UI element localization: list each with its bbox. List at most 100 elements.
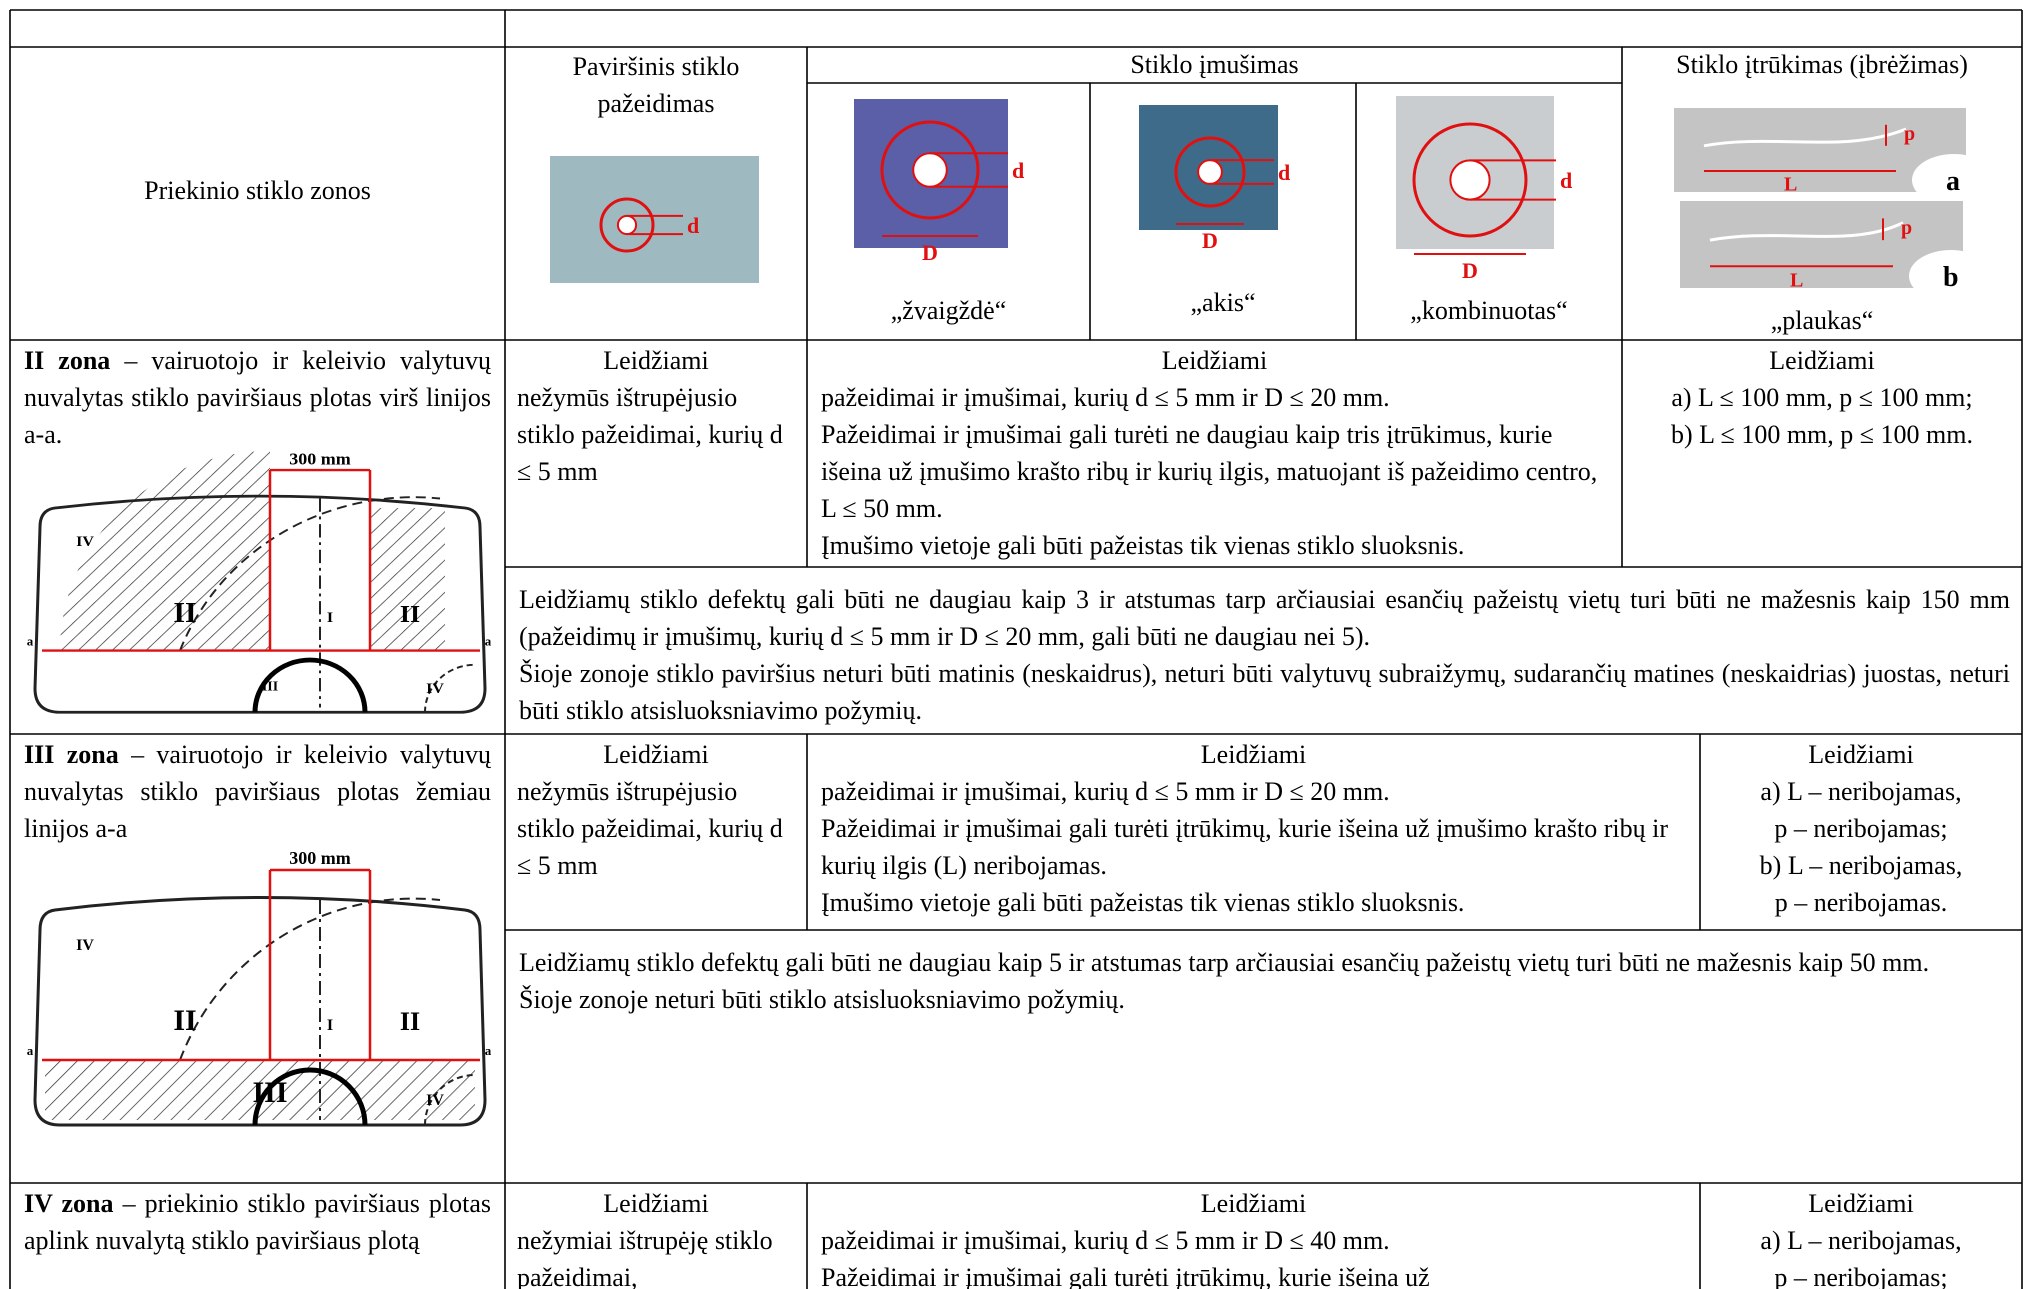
damage-outline <box>599 197 655 253</box>
crack-type: „plaukas“ <box>1770 306 1874 335</box>
surface-text: nežymūs ištrupėjusio stiklo pažeidimai, … <box>517 383 783 486</box>
crack-heading: Leidžiami <box>1808 1189 1914 1218</box>
windshield <box>33 896 487 1127</box>
hatched-zone <box>370 508 445 651</box>
wiper-arc <box>252 657 368 713</box>
dim-label: d <box>687 213 699 238</box>
zone-label: I <box>327 1017 333 1034</box>
zone-name: III zona <box>24 740 119 769</box>
text-line: p – neribojamas; <box>1774 814 1948 843</box>
zone-label: III <box>252 1076 287 1109</box>
zone-label: a <box>485 635 492 649</box>
impact-heading: Leidžiami <box>1161 346 1268 375</box>
impact-heading: Leidžiami <box>1200 740 1307 769</box>
dim-label: p <box>1901 217 1912 239</box>
label-bg <box>1912 154 1996 206</box>
dim-label: D <box>922 240 938 265</box>
zone-label: II <box>173 1004 196 1037</box>
note-text: Leidžiamų stiklo defektų gali būti ne da… <box>519 581 2010 729</box>
text-line: a) L – neribojamas, <box>1760 777 1962 806</box>
zone-label: II <box>400 601 420 628</box>
crack-text: a) L – neribojamas, p – neribojamas; <box>1706 1222 2016 1289</box>
dim-label: d <box>1278 160 1290 185</box>
zone-description: II zona – vairuotojo ir keleivio valytuv… <box>24 342 491 453</box>
windshield <box>33 494 487 714</box>
impact-text: pažeidimai ir įmušimai, kurių d ≤ 5 mm i… <box>821 379 1614 564</box>
header-surface: Paviršinis stiklo pažeidimas <box>572 52 740 118</box>
crack-text: a) L – neribojamas, p – neribojamas; b) L … <box>1706 773 2016 921</box>
impact-text: pažeidimai ir įmušimai, kurių d ≤ 5 mm i… <box>821 1222 1692 1289</box>
photo <box>550 156 759 283</box>
zone-text: – priekinio stiklo paviršiaus plotas apl… <box>24 1189 491 1255</box>
text-line: Leidžiamų stiklo defektų gali būti ne da… <box>519 585 2010 651</box>
zone-name: IV zona <box>24 1189 114 1218</box>
dashed-arc <box>179 496 441 651</box>
zone-label: IV <box>426 1092 444 1109</box>
zone-label: a <box>485 1043 492 1058</box>
surface-heading: Leidžiami <box>603 1189 709 1218</box>
hatched-zone <box>60 451 270 651</box>
header-crack: Stiklo įtrūkimas (įbrėžimas) <box>1676 50 1968 79</box>
dim-label: D <box>1202 228 1218 253</box>
dim-label: p <box>1904 123 1915 145</box>
impact-heading: Leidžiami <box>1200 1189 1307 1218</box>
text-line: a) L – neribojamas, <box>1760 1226 1962 1255</box>
damage-outline <box>1174 136 1246 208</box>
dim-label: d <box>1012 158 1024 183</box>
note-text: Leidžiamų stiklo defektų gali būti ne da… <box>519 944 2010 1018</box>
zone-label: I <box>327 609 333 626</box>
variant-label: b <box>1943 262 1959 293</box>
zone-label: IV <box>76 937 94 954</box>
surface-heading: Leidžiami <box>603 346 709 375</box>
zone-description: IV zona – priekinio stiklo paviršiaus pl… <box>24 1185 491 1259</box>
header-impact: Stiklo įmušimas <box>1130 50 1299 79</box>
text-line: Pažeidimai ir įmušimai gali turėti įtrūk… <box>821 1263 1430 1289</box>
dim-label: d <box>1560 168 1572 193</box>
zone-text: – vairuotojo ir keleivio valytuvų nuvaly… <box>24 740 491 843</box>
crack-heading: Leidžiami <box>1769 346 1875 375</box>
text-line: Šioje zonoje stiklo paviršius neturi būt… <box>519 659 2010 725</box>
text-line: Pažeidimai ir įmušimai gali turėti įtrūk… <box>821 814 1669 880</box>
damage-outline <box>880 120 980 220</box>
text-line: pažeidimai ir įmušimai, kurių d ≤ 5 mm i… <box>821 1226 1390 1255</box>
zone-label: a <box>27 635 34 649</box>
dim-label: D <box>1462 258 1478 283</box>
surface-heading: Leidžiami <box>603 740 709 769</box>
text-line: p – neribojamas. <box>1774 888 1948 917</box>
dim-label: L <box>1790 269 1803 291</box>
zone-label: IV <box>426 681 445 698</box>
variant-label: a <box>1946 166 1960 197</box>
impact-type: „kombinuotas“ <box>1410 296 1568 325</box>
text-line: Įmušimo vietoje gali būti pažeistas tik … <box>821 531 1465 560</box>
surface-text: nežymiai ištrupėję stiklo pažeidimai, <box>517 1226 773 1289</box>
surface-text: nežymūs ištrupėjusio stiklo pažeidimai, … <box>517 777 783 880</box>
hatched-zone <box>45 1060 475 1120</box>
dashed-arc <box>179 897 441 1061</box>
text-line: b) L – neribojamas, <box>1759 851 1963 880</box>
zone-description: III zona – vairuotojo ir keleivio valytu… <box>24 736 491 847</box>
crack-heading: Leidžiami <box>1808 740 1914 769</box>
header-zones: Priekinio stiklo zonos <box>144 176 371 205</box>
text-line: Įmušimo vietoje gali būti pažeistas tik … <box>821 888 1465 917</box>
zone-label: II <box>173 598 196 629</box>
damage-outline <box>1412 122 1528 238</box>
zone-label: II <box>400 1007 420 1036</box>
zone-text: – vairuotojo ir keleivio valytuvų nuvaly… <box>24 346 491 449</box>
text-line: p – neribojamas; <box>1774 1263 1948 1289</box>
text-line: b) L ≤ 100 mm, p ≤ 100 mm. <box>1670 420 1973 449</box>
text-line: a) L ≤ 100 mm, p ≤ 100 mm; <box>1671 383 1973 412</box>
impact-type: „akis“ <box>1190 288 1256 317</box>
crack-text: a) L ≤ 100 mm, p ≤ 100 mm; b) L ≤ 100 mm,… <box>1628 379 2016 453</box>
crack <box>1703 127 1907 148</box>
text-line: pažeidimai ir įmušimai, kurių d ≤ 5 mm i… <box>821 777 1390 806</box>
wiper-arc <box>252 1067 368 1126</box>
dimension-label: 300 mm <box>289 848 351 868</box>
zone-label: III <box>262 679 278 694</box>
text-line: Šioje zonoje neturi būti stiklo atsisluo… <box>519 985 1125 1014</box>
text-line: Pažeidimai ir įmušimai gali turėti ne da… <box>821 420 1598 523</box>
text-line: Leidžiamų stiklo defektų gali būti ne da… <box>519 948 1930 977</box>
